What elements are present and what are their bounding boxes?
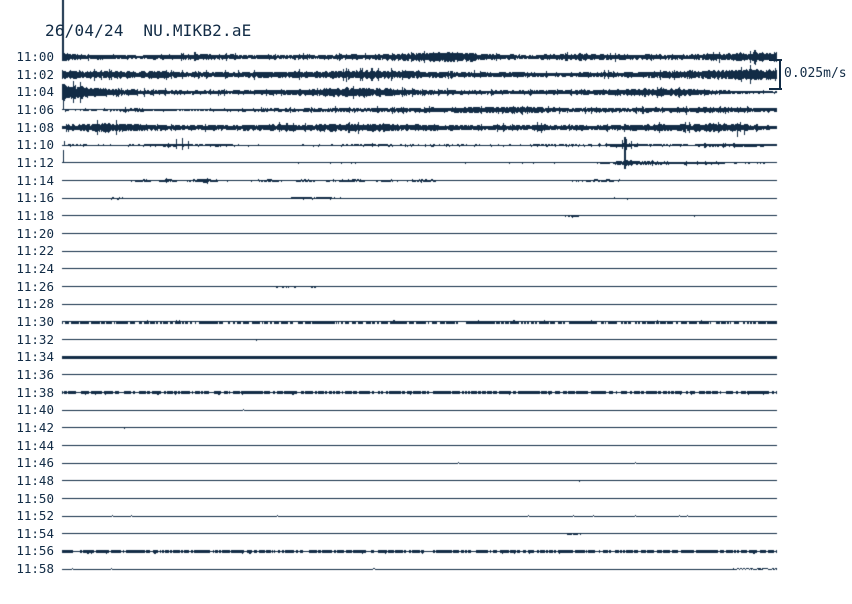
scale-bar-label: 0.025m/s — [784, 66, 847, 81]
time-label: 11:34 — [16, 349, 54, 364]
time-label: 11:00 — [16, 49, 54, 64]
time-label: 11:12 — [16, 155, 54, 170]
time-label: 11:52 — [16, 508, 54, 523]
time-label: 11:28 — [16, 296, 54, 311]
time-label: 11:10 — [16, 137, 54, 152]
time-label: 11:38 — [16, 385, 54, 400]
time-label: 11:26 — [16, 279, 54, 294]
time-label: 11:04 — [16, 84, 54, 99]
time-label: 11:14 — [16, 173, 54, 188]
time-label: 11:02 — [16, 67, 54, 82]
amplitude-scale-bar: 0.025m/s — [769, 59, 852, 90]
time-label: 11:06 — [16, 102, 54, 117]
time-label: 11:36 — [16, 367, 54, 382]
time-label: 11:20 — [16, 226, 54, 241]
time-label: 11:44 — [16, 438, 54, 453]
scale-bar-top-cap — [769, 59, 782, 61]
time-label: 11:42 — [16, 420, 54, 435]
scale-bar-line — [779, 59, 781, 90]
scale-bar-bottom-cap — [769, 88, 782, 90]
time-label: 11:56 — [16, 543, 54, 558]
time-label: 11:18 — [16, 208, 54, 223]
time-label: 11:22 — [16, 243, 54, 258]
time-label: 11:50 — [16, 491, 54, 506]
time-label: 11:46 — [16, 455, 54, 470]
time-label: 11:16 — [16, 190, 54, 205]
plot-title: 26/04/24 NU.MIKB2.aE — [45, 21, 252, 40]
time-label: 11:54 — [16, 526, 54, 541]
time-label: 11:58 — [16, 561, 54, 576]
time-label: 11:24 — [16, 261, 54, 276]
time-label: 11:40 — [16, 402, 54, 417]
time-label: 11:30 — [16, 314, 54, 329]
time-label: 11:32 — [16, 332, 54, 347]
time-label: 11:08 — [16, 120, 54, 135]
time-label: 11:48 — [16, 473, 54, 488]
